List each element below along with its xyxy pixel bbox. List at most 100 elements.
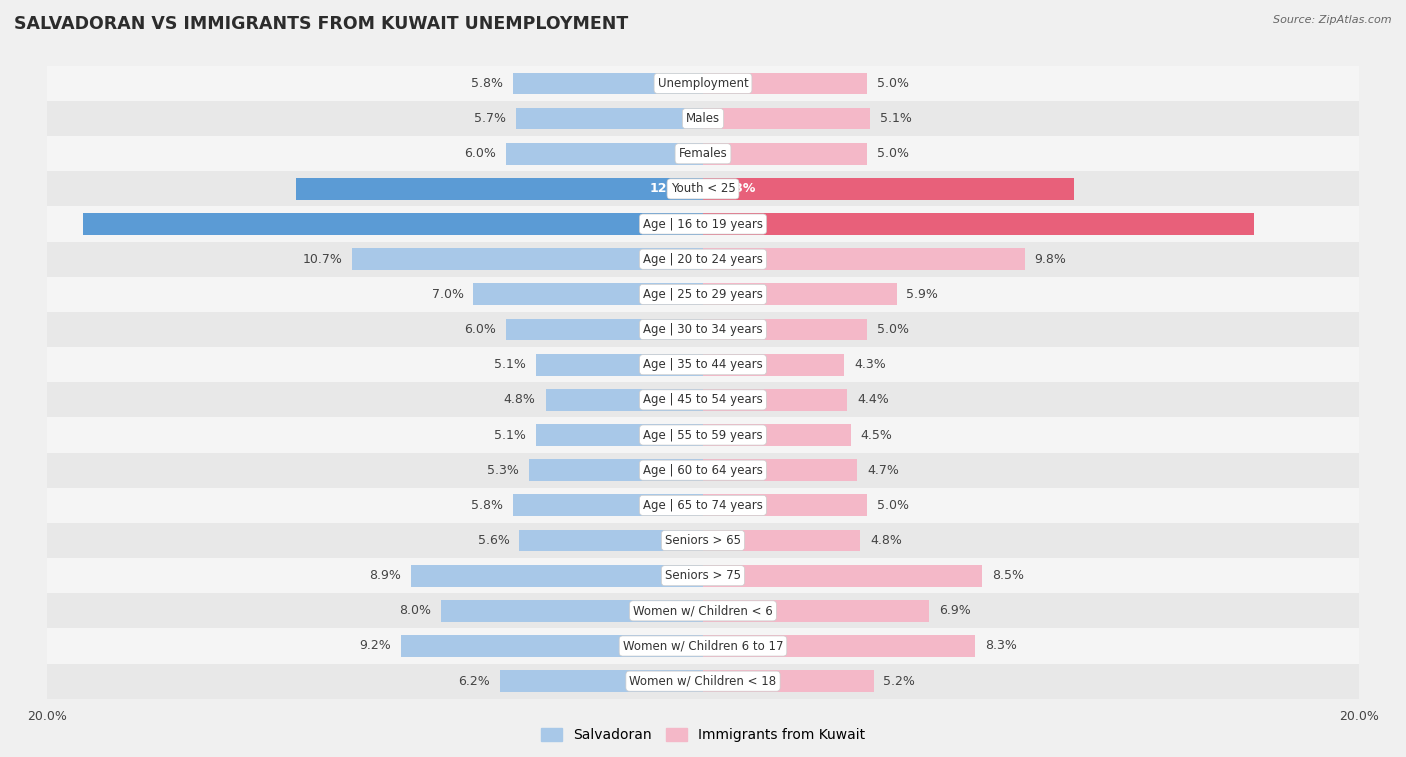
Bar (703, 635, 976, 657)
Bar (703, 494, 868, 516)
Bar (46, 207, 1360, 241)
Text: 5.7%: 5.7% (474, 112, 506, 125)
Bar (46, 417, 1360, 453)
Bar (46, 241, 1360, 277)
Text: 4.7%: 4.7% (868, 464, 898, 477)
Text: 6.9%: 6.9% (939, 604, 972, 617)
Bar (703, 354, 844, 375)
Text: 4.8%: 4.8% (503, 394, 536, 407)
Bar (46, 664, 1360, 699)
Bar (46, 593, 1360, 628)
Bar (474, 283, 703, 305)
Bar (46, 136, 1360, 171)
Bar (46, 453, 1360, 488)
Bar (513, 494, 703, 516)
Text: 4.5%: 4.5% (860, 428, 893, 441)
Text: 5.1%: 5.1% (880, 112, 912, 125)
Text: 8.5%: 8.5% (991, 569, 1024, 582)
Text: 6.0%: 6.0% (464, 323, 496, 336)
Text: 5.1%: 5.1% (494, 358, 526, 371)
Bar (703, 107, 870, 129)
Text: 8.0%: 8.0% (399, 604, 430, 617)
Text: 16.8%: 16.8% (713, 217, 756, 231)
Text: 10.7%: 10.7% (302, 253, 342, 266)
Bar (46, 558, 1360, 593)
Bar (46, 488, 1360, 523)
Text: Seniors > 65: Seniors > 65 (665, 534, 741, 547)
Text: Women w/ Children < 6: Women w/ Children < 6 (633, 604, 773, 617)
Bar (703, 389, 848, 411)
Bar (703, 459, 858, 481)
Text: Youth < 25: Youth < 25 (671, 182, 735, 195)
Bar (703, 213, 1254, 235)
Bar (46, 382, 1360, 417)
Text: Age | 60 to 64 years: Age | 60 to 64 years (643, 464, 763, 477)
Bar (703, 283, 897, 305)
Bar (83, 213, 703, 235)
Text: Seniors > 75: Seniors > 75 (665, 569, 741, 582)
Bar (499, 670, 703, 692)
Bar (297, 178, 703, 200)
Text: 5.8%: 5.8% (471, 499, 503, 512)
Text: Females: Females (679, 148, 727, 160)
Bar (46, 277, 1360, 312)
Text: 9.2%: 9.2% (360, 640, 391, 653)
Text: 8.9%: 8.9% (370, 569, 401, 582)
Bar (46, 66, 1360, 101)
Text: 5.0%: 5.0% (877, 323, 908, 336)
Text: Age | 30 to 34 years: Age | 30 to 34 years (643, 323, 763, 336)
Text: 5.8%: 5.8% (471, 77, 503, 90)
Bar (703, 530, 860, 551)
Bar (46, 628, 1360, 664)
Bar (703, 670, 873, 692)
Text: 6.2%: 6.2% (458, 674, 489, 687)
Bar (703, 143, 868, 164)
Bar (703, 319, 868, 341)
Text: 6.0%: 6.0% (464, 148, 496, 160)
Text: Males: Males (686, 112, 720, 125)
Bar (703, 178, 1074, 200)
Text: 18.9%: 18.9% (650, 217, 693, 231)
Bar (519, 530, 703, 551)
Bar (46, 523, 1360, 558)
Bar (352, 248, 703, 270)
Text: 5.3%: 5.3% (488, 464, 519, 477)
Bar (46, 347, 1360, 382)
Text: Age | 16 to 19 years: Age | 16 to 19 years (643, 217, 763, 231)
Text: Unemployment: Unemployment (658, 77, 748, 90)
Bar (46, 171, 1360, 207)
Text: 5.6%: 5.6% (478, 534, 509, 547)
Bar (506, 143, 703, 164)
Text: Women w/ Children < 18: Women w/ Children < 18 (630, 674, 776, 687)
Bar (703, 248, 1025, 270)
Text: Age | 20 to 24 years: Age | 20 to 24 years (643, 253, 763, 266)
Bar (703, 73, 868, 95)
Bar (536, 354, 703, 375)
Bar (46, 101, 1360, 136)
Bar (411, 565, 703, 587)
Text: 4.4%: 4.4% (858, 394, 889, 407)
Bar (703, 565, 981, 587)
Bar (529, 459, 703, 481)
Bar (546, 389, 703, 411)
Text: 4.3%: 4.3% (853, 358, 886, 371)
Text: Age | 65 to 74 years: Age | 65 to 74 years (643, 499, 763, 512)
Text: SALVADORAN VS IMMIGRANTS FROM KUWAIT UNEMPLOYMENT: SALVADORAN VS IMMIGRANTS FROM KUWAIT UNE… (14, 15, 628, 33)
Bar (516, 107, 703, 129)
Text: 5.0%: 5.0% (877, 77, 908, 90)
Text: Age | 35 to 44 years: Age | 35 to 44 years (643, 358, 763, 371)
Text: 5.9%: 5.9% (907, 288, 938, 301)
Bar (46, 312, 1360, 347)
Text: 5.2%: 5.2% (883, 674, 915, 687)
Bar (536, 424, 703, 446)
Bar (401, 635, 703, 657)
Text: 5.0%: 5.0% (877, 148, 908, 160)
Text: 11.3%: 11.3% (713, 182, 756, 195)
Text: Age | 25 to 29 years: Age | 25 to 29 years (643, 288, 763, 301)
Text: 7.0%: 7.0% (432, 288, 464, 301)
Text: Age | 55 to 59 years: Age | 55 to 59 years (643, 428, 763, 441)
Text: 4.8%: 4.8% (870, 534, 903, 547)
Text: 5.0%: 5.0% (877, 499, 908, 512)
Text: 9.8%: 9.8% (1035, 253, 1066, 266)
Legend: Salvadoran, Immigrants from Kuwait: Salvadoran, Immigrants from Kuwait (541, 728, 865, 742)
